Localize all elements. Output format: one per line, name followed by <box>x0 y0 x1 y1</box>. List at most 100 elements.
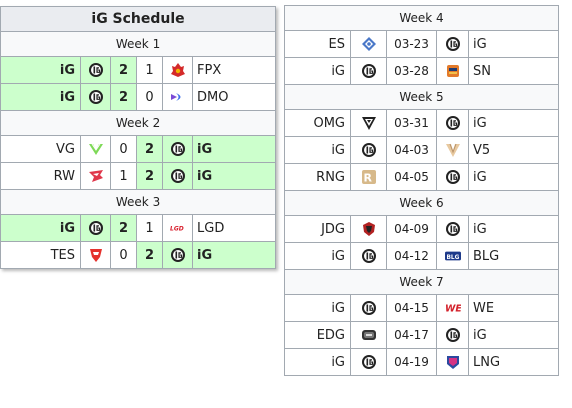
team-logo-cell <box>436 163 469 191</box>
ig-logo-icon <box>170 247 186 263</box>
team2-name[interactable]: iG <box>467 163 560 191</box>
team1-name[interactable]: JDG <box>284 215 351 243</box>
team1-score: 1 <box>110 162 137 190</box>
svg-text:WE: WE <box>445 304 461 315</box>
team1-name[interactable]: RNG <box>284 163 351 191</box>
match-date: 04-17 <box>386 321 437 349</box>
team-logo-cell <box>162 162 193 190</box>
team-logo-cell <box>436 321 469 349</box>
ig-logo-icon <box>88 220 104 236</box>
match-date: 03-31 <box>386 109 437 137</box>
week-label: Week 2 <box>0 110 277 136</box>
team2-name[interactable]: iG <box>191 135 277 163</box>
ig-logo-icon <box>170 141 186 157</box>
omg-logo-icon <box>361 115 377 131</box>
week-label: Week 5 <box>283 84 560 110</box>
team1-name[interactable]: iG <box>0 83 81 111</box>
rng-logo-icon: R <box>361 169 377 185</box>
ig-logo-icon <box>88 89 104 105</box>
week-label: Week 7 <box>283 269 560 295</box>
team-logo-cell <box>436 30 469 58</box>
team2-name[interactable]: iG <box>191 241 277 269</box>
team-logo-cell <box>350 109 387 137</box>
team-logo-cell <box>350 348 387 376</box>
match-date: 04-05 <box>386 163 437 191</box>
match-row: JDG 04-09 iG <box>284 215 560 243</box>
svg-text:LGD: LGD <box>170 226 184 233</box>
match-row: VG 0 2 iG <box>0 135 277 163</box>
jdg-logo-icon <box>361 221 377 237</box>
team2-name[interactable]: V5 <box>467 136 560 164</box>
team-logo-cell <box>80 241 111 269</box>
lng-logo-icon <box>445 354 461 370</box>
team-logo-cell <box>350 136 387 164</box>
match-row: iG 2 1 LGD LGD <box>0 214 277 242</box>
team1-name[interactable]: iG <box>284 242 351 270</box>
team2-name[interactable]: iG <box>467 109 560 137</box>
team-logo-cell <box>350 242 387 270</box>
match-date: 04-12 <box>386 242 437 270</box>
ig-logo-icon <box>445 36 461 52</box>
team2-name[interactable]: SN <box>467 57 560 85</box>
team1-name[interactable]: iG <box>284 136 351 164</box>
ig-logo-icon <box>361 63 377 79</box>
match-row: iG 04-12 BLG BLG <box>284 242 560 270</box>
team2-score: 2 <box>136 241 163 269</box>
team1-score: 2 <box>110 56 137 84</box>
team1-name[interactable]: OMG <box>284 109 351 137</box>
week-label: Week 6 <box>283 190 560 216</box>
match-row: iG 04-03 V5 <box>284 136 560 164</box>
team-logo-cell: WE <box>436 294 469 322</box>
match-date: 03-28 <box>386 57 437 85</box>
team-logo-cell <box>80 135 111 163</box>
team2-name[interactable]: LGD <box>191 214 277 242</box>
team1-name[interactable]: EDG <box>284 321 351 349</box>
team-logo-cell <box>350 30 387 58</box>
team2-name[interactable]: iG <box>191 162 277 190</box>
blg-logo-icon: BLG <box>444 248 461 264</box>
team1-name[interactable]: iG <box>284 294 351 322</box>
team2-name[interactable]: BLG <box>467 242 560 270</box>
week-label: Week 3 <box>0 189 277 215</box>
team2-name[interactable]: LNG <box>467 348 560 376</box>
team1-name[interactable]: iG <box>0 56 81 84</box>
team1-name[interactable]: TES <box>0 241 81 269</box>
match-row: iG 04-19 LNG <box>284 348 560 376</box>
match-date: 03-23 <box>386 30 437 58</box>
match-row: TES 0 2 iG <box>0 241 277 269</box>
team2-name[interactable]: iG <box>467 215 560 243</box>
week-header-row: Week 2 <box>0 110 277 136</box>
team2-score: 2 <box>136 162 163 190</box>
team2-score: 1 <box>136 214 163 242</box>
team1-name[interactable]: ES <box>284 30 351 58</box>
team2-name[interactable]: WE <box>467 294 560 322</box>
team2-name[interactable]: DMO <box>191 83 277 111</box>
week-header-row: Week 5 <box>283 84 560 110</box>
team-logo-cell <box>436 109 469 137</box>
team-logo-cell <box>80 56 111 84</box>
match-date: 04-09 <box>386 215 437 243</box>
rw-logo-icon <box>88 168 104 184</box>
team2-name[interactable]: FPX <box>191 56 277 84</box>
team-logo-cell: R <box>350 163 387 191</box>
team1-name[interactable]: VG <box>0 135 81 163</box>
sn-logo-icon <box>445 63 461 79</box>
team-logo-cell <box>80 162 111 190</box>
team-logo-cell: BLG <box>436 242 469 270</box>
tes-logo-icon <box>88 247 104 263</box>
team2-score: 1 <box>136 56 163 84</box>
team1-name[interactable]: RW <box>0 162 81 190</box>
team1-name[interactable]: iG <box>284 57 351 85</box>
team1-name[interactable]: iG <box>0 214 81 242</box>
ig-logo-icon <box>445 115 461 131</box>
team1-score: 2 <box>110 83 137 111</box>
match-row: RW 1 2 iG <box>0 162 277 190</box>
team1-name[interactable]: iG <box>284 348 351 376</box>
team2-name[interactable]: iG <box>467 321 560 349</box>
team-logo-cell <box>436 215 469 243</box>
we-logo-icon: WE <box>445 300 461 316</box>
team2-name[interactable]: iG <box>467 30 560 58</box>
team2-score: 0 <box>136 83 163 111</box>
week-label: Week 4 <box>283 5 560 31</box>
schedule-title: iG Schedule <box>0 6 277 32</box>
